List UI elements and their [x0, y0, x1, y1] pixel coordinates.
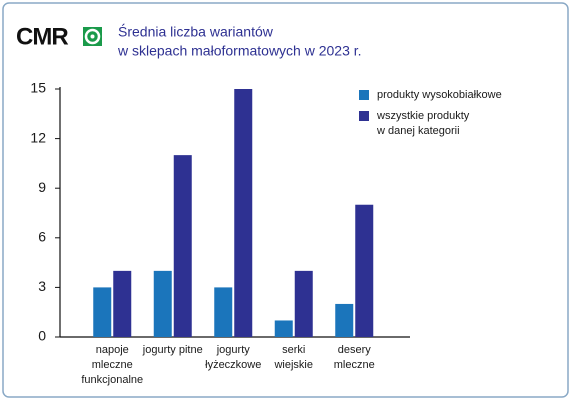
bar — [274, 320, 293, 337]
chart-title: Średnia liczba wariantów — [118, 23, 274, 40]
bar — [113, 270, 132, 337]
legend-label: produkty wysokobiałkowe — [377, 89, 502, 101]
bar — [294, 270, 313, 337]
bar — [93, 287, 112, 337]
bar — [355, 204, 374, 337]
logo: CMR — [16, 23, 68, 50]
y-tick-label: 6 — [38, 229, 46, 245]
y-tick-label: 9 — [38, 179, 46, 195]
y-tick-label: 3 — [38, 278, 46, 294]
x-tick-label: mleczne — [334, 359, 375, 371]
bar — [335, 303, 354, 337]
x-tick-label: jogurty pitne — [142, 344, 203, 356]
y-tick-label: 12 — [30, 129, 46, 145]
x-tick-label: jogurty — [216, 344, 251, 356]
legend-label: w danej kategorii — [376, 125, 460, 137]
y-tick-label: 15 — [30, 80, 46, 96]
x-tick-label: napoje — [96, 344, 129, 356]
legend-label: wszystkie produkty — [376, 110, 470, 122]
logo-icon — [83, 27, 102, 46]
x-tick-label: desery — [338, 344, 372, 356]
x-tick-label: serki — [282, 344, 305, 356]
x-tick-label: funkcjonalne — [81, 374, 143, 386]
x-tick-label: łyżeczkowe — [205, 359, 261, 371]
legend-swatch — [359, 111, 369, 121]
bar — [173, 155, 192, 337]
chart-title: w sklepach małoformatowych w 2023 r. — [117, 43, 362, 59]
x-tick-label: mleczne — [92, 359, 133, 371]
legend-swatch — [359, 90, 369, 100]
bar — [234, 89, 253, 337]
bar — [153, 270, 172, 337]
x-tick-label: wiejskie — [273, 359, 313, 371]
y-tick-label: 0 — [38, 328, 46, 344]
bar — [214, 287, 233, 337]
